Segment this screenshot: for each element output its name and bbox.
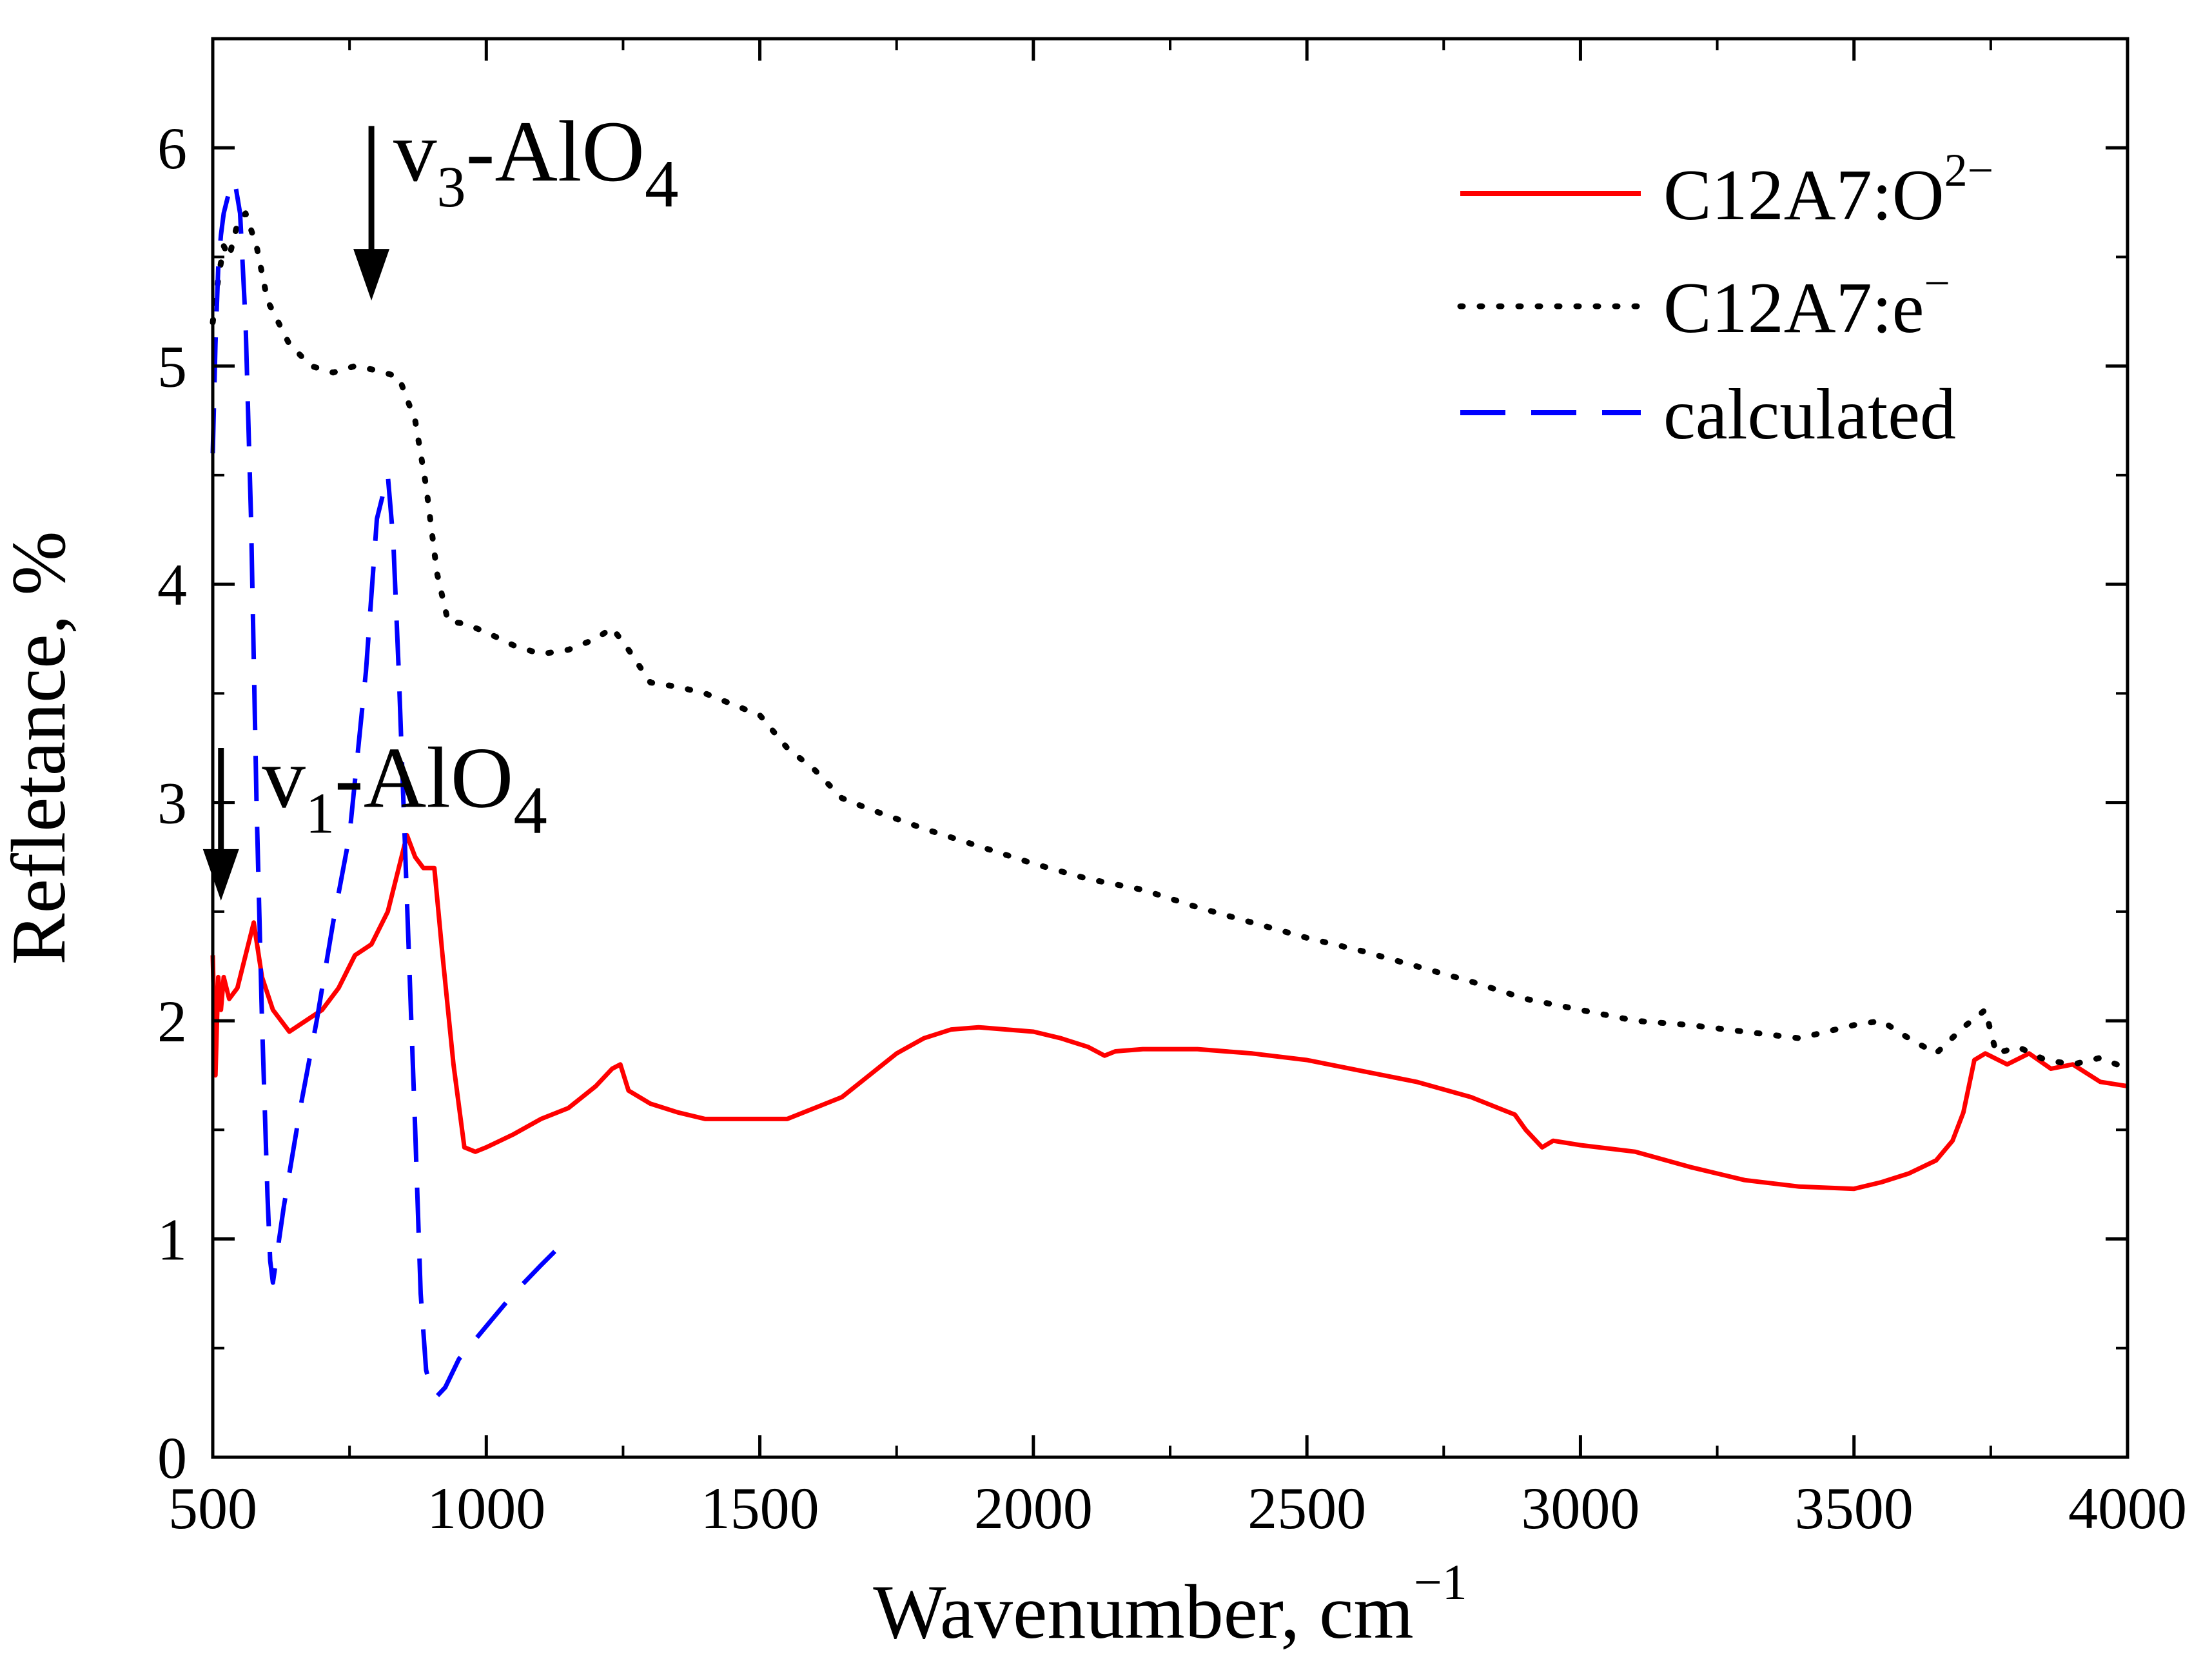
x-tick-label: 3500 bbox=[1795, 1475, 1913, 1541]
x-tick-label: 2000 bbox=[974, 1475, 1093, 1541]
y-tick-label: 2 bbox=[157, 988, 187, 1054]
x-tick-label: 3000 bbox=[1521, 1475, 1639, 1541]
series-line-1 bbox=[210, 210, 2131, 1072]
y-tick-label: 3 bbox=[157, 771, 187, 836]
y-tick-label: 5 bbox=[157, 334, 187, 400]
series-line-2 bbox=[210, 178, 565, 1399]
series-line-0 bbox=[210, 832, 2128, 1192]
x-tick-label: 500 bbox=[168, 1475, 257, 1541]
axes: 500 1000 1500 2000 2500 3000 3500 4000 0 1 2 3 4 5 6 Wa… bbox=[0, 37, 2187, 1655]
legend-label-2: calculated bbox=[1663, 375, 1956, 455]
y-tick-label: 6 bbox=[157, 115, 187, 181]
legend-label-0: C12A7:O2− bbox=[1663, 144, 1993, 235]
annotation-label-v1: v1-AlO4 bbox=[262, 730, 547, 847]
annotation-arrowhead-v3 bbox=[353, 249, 390, 301]
annotation-label-v3: v3-AlO4 bbox=[393, 104, 678, 221]
legend-label-1: C12A7:e− bbox=[1663, 257, 1950, 348]
x-tick-label: 4000 bbox=[2068, 1475, 2187, 1541]
x-tick-label: 1000 bbox=[427, 1475, 545, 1541]
annotation-arrowhead-v1 bbox=[202, 849, 239, 901]
y-tick-label: 4 bbox=[157, 552, 187, 618]
annotations: v3-AlO4 v1-AlO4 bbox=[202, 104, 678, 901]
x-axis-label: Wavenumber, cm−1 bbox=[873, 1554, 1467, 1655]
y-tick-label: 1 bbox=[157, 1207, 187, 1273]
y-tick-label: 0 bbox=[157, 1425, 187, 1491]
plot-area bbox=[210, 178, 2131, 1399]
y-axis-label: Refletance, % bbox=[0, 531, 81, 965]
x-tick-label: 1500 bbox=[701, 1475, 819, 1541]
legend: C12A7:O2− C12A7:e− calculated bbox=[1457, 144, 1993, 455]
x-tick-label: 2500 bbox=[1248, 1475, 1366, 1541]
